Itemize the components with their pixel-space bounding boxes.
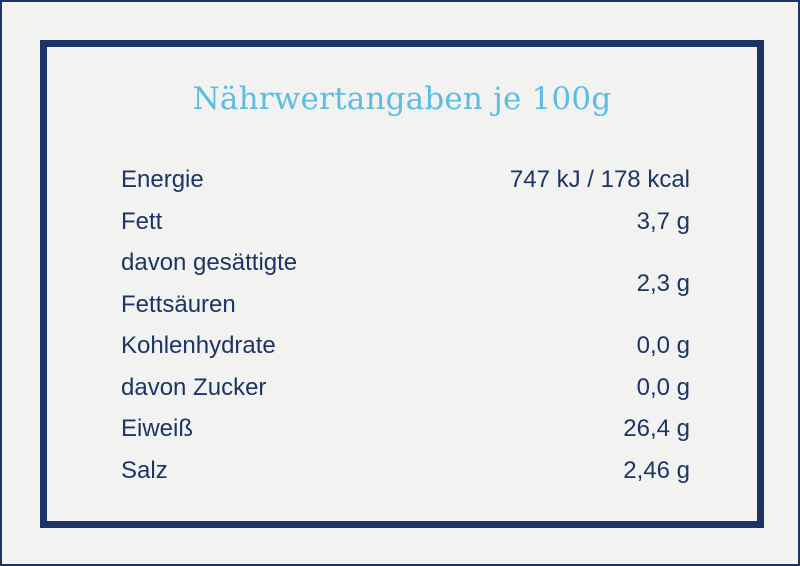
nutrition-row-fat: Fett 3,7 g: [121, 201, 690, 243]
nutrition-row-protein: Eiweiß 26,4 g: [121, 408, 690, 450]
row-label: Energie: [121, 166, 204, 193]
row-value: 3,7 g: [636, 207, 690, 235]
row-value: 2,46 g: [623, 456, 690, 484]
row-value: 2,3 g: [636, 269, 690, 297]
row-label: davon Zucker: [121, 373, 267, 401]
row-label: davon gesättigte Fettsäuren: [121, 249, 298, 318]
nutrition-title: Nährwertangaben je 100g: [192, 81, 612, 117]
row-label: Salz: [121, 456, 168, 484]
row-value: 26,4 g: [623, 415, 690, 442]
nutrition-table: Energie 747 kJ / 178 kcal Fett 3,7 g dav…: [121, 159, 690, 491]
nutrition-row-salt: Salz 2,46 g: [121, 450, 690, 492]
row-value: 747 kJ / 178 kcal: [509, 166, 690, 193]
row-label: Eiweiß: [121, 415, 194, 442]
row-value: 0,0 g: [636, 373, 690, 401]
nutrition-row-saturated-fat: davon gesättigte Fettsäuren 2,3 g: [121, 242, 690, 325]
nutrition-row-carbohydrates: Kohlenhydrate 0,0 g: [121, 325, 690, 367]
nutrition-row-energy: Energie 747 kJ / 178 kcal: [121, 159, 690, 201]
row-label: Kohlenhydrate: [121, 332, 276, 359]
nutrition-panel: Nährwertangaben je 100g Energie 747 kJ /…: [40, 40, 764, 528]
row-value: 0,0 g: [636, 332, 690, 359]
row-label: Fett: [121, 207, 163, 235]
nutrition-row-sugar: davon Zucker 0,0 g: [121, 367, 690, 409]
